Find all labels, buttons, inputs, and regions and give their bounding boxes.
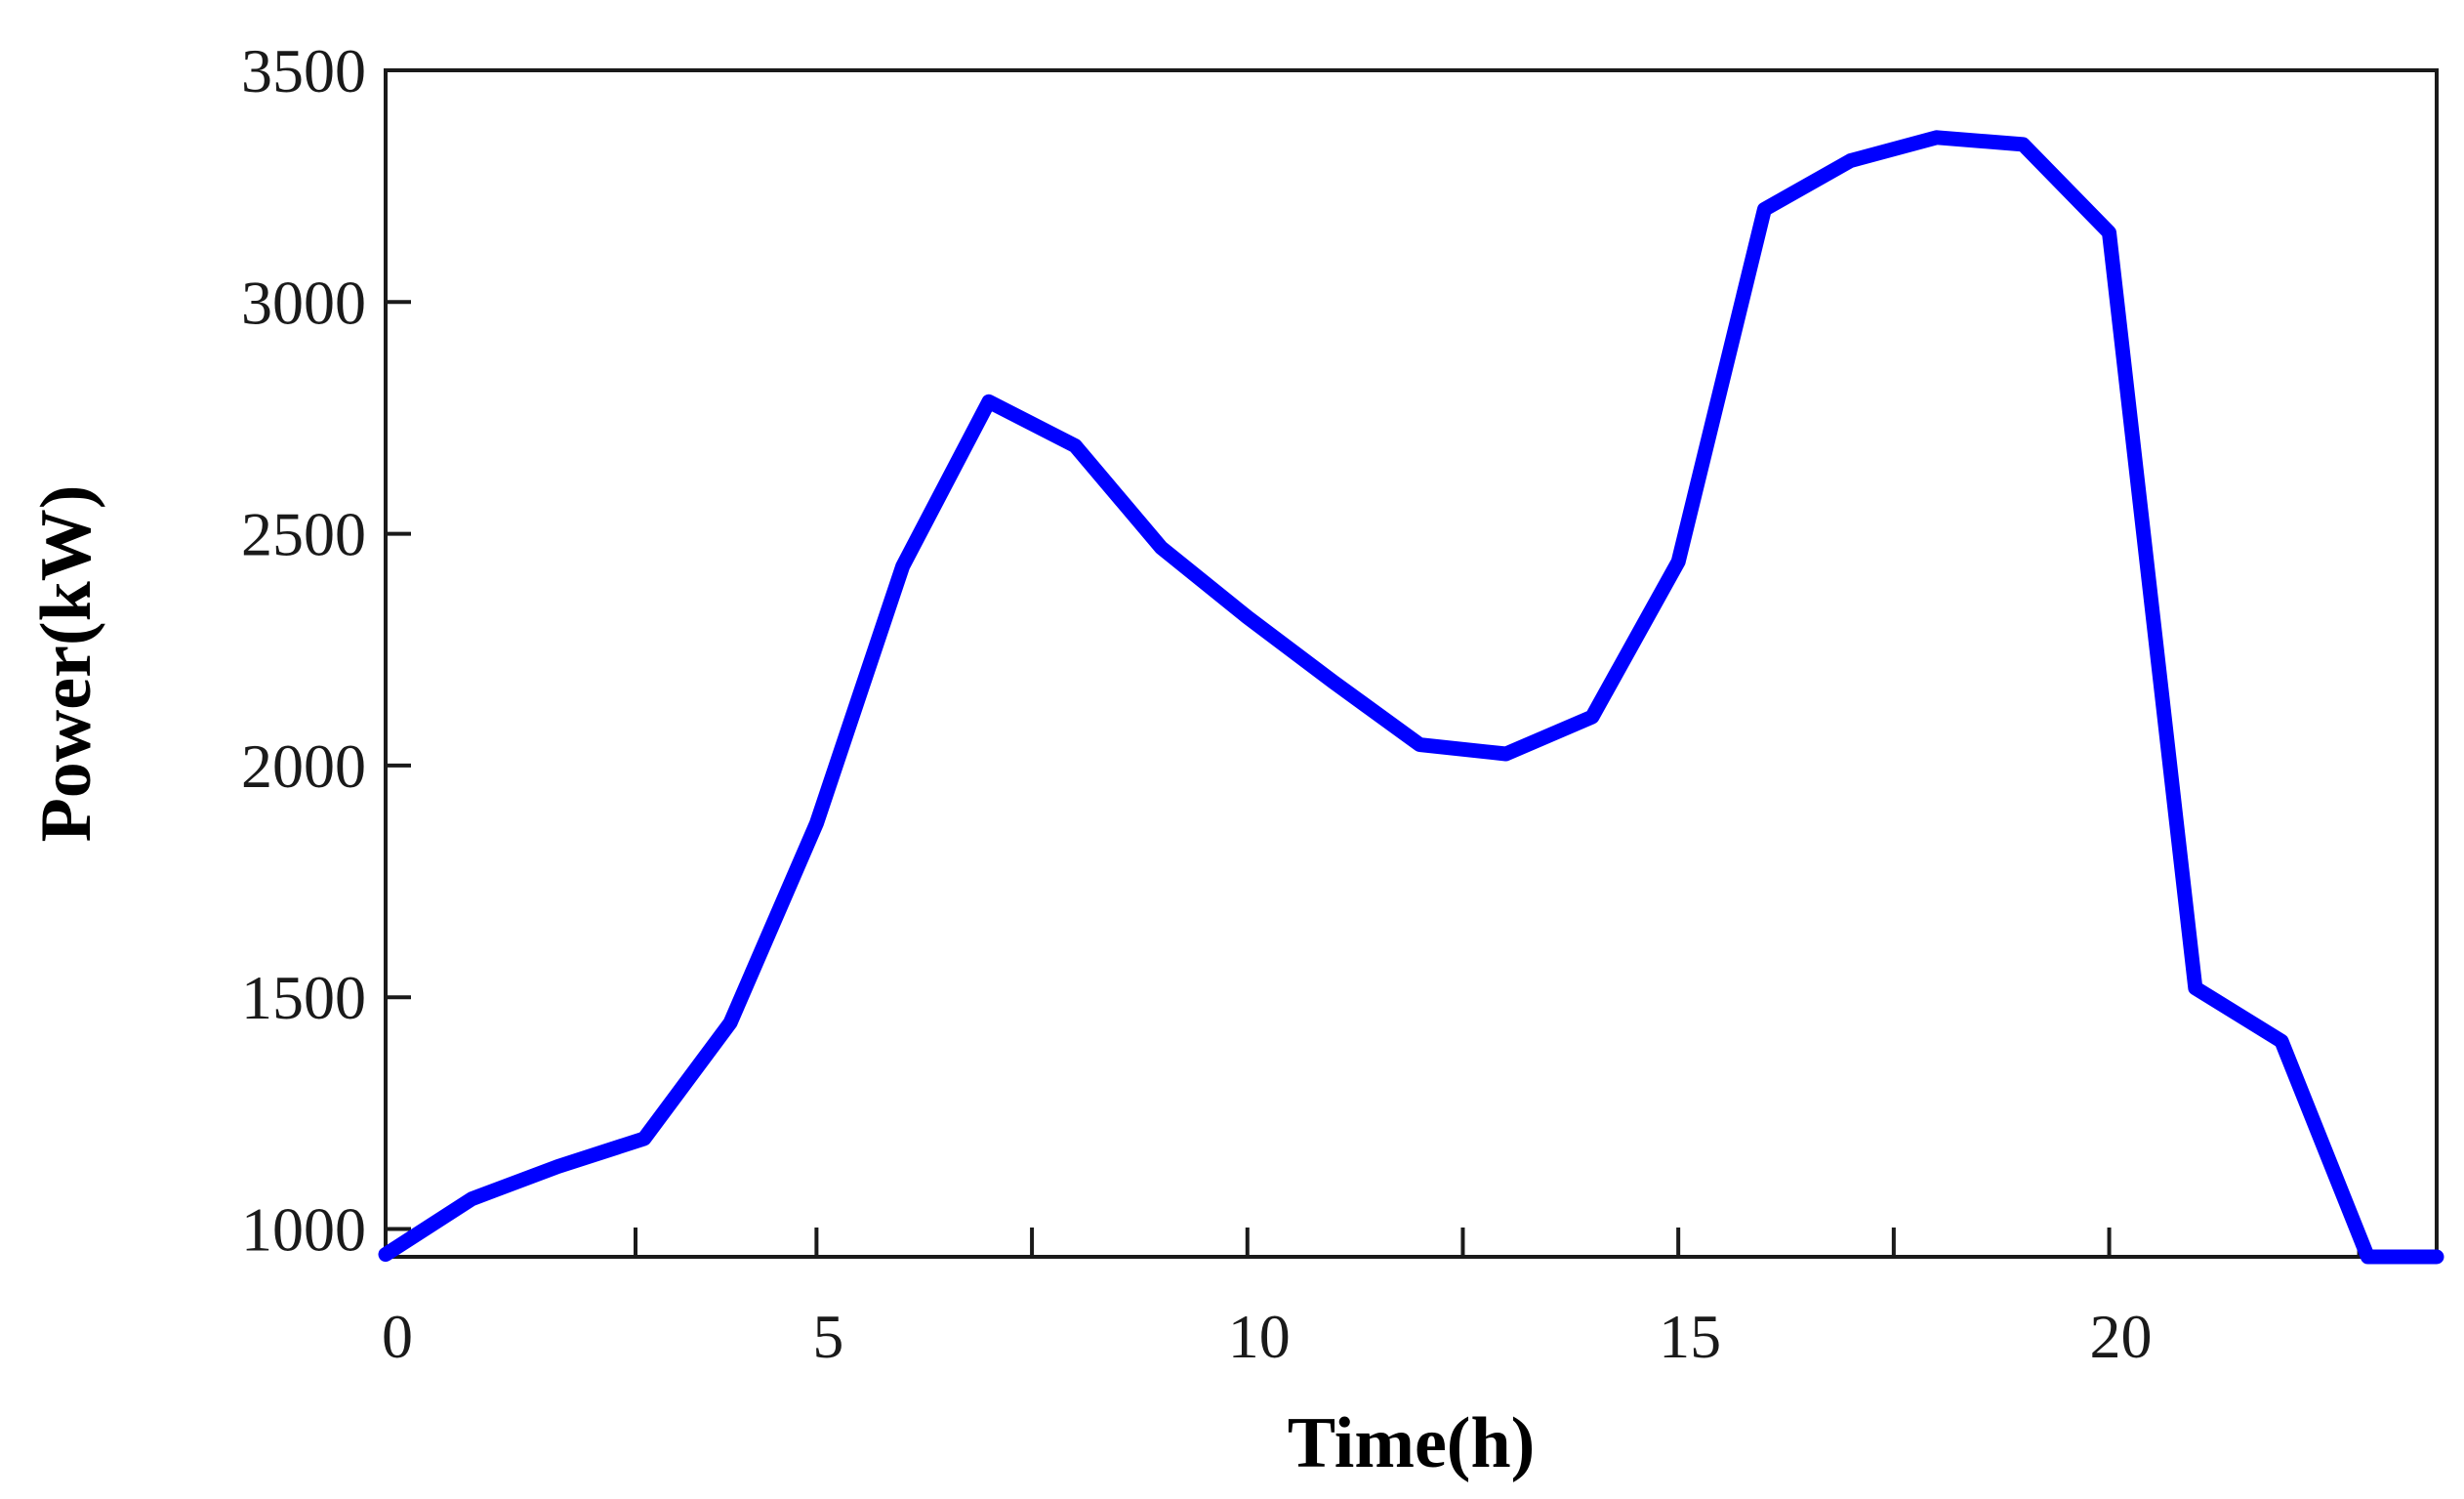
data-point [1929,130,1944,145]
y-axis: 1000 1500 2000 2500 3000 3500 [241,36,411,1265]
data-point [2188,980,2202,995]
data-point [2275,1034,2289,1049]
data-point [637,1131,651,1145]
data-point [1757,202,1772,217]
data-point [723,1016,738,1030]
y-tick-label: 1000 [241,1195,366,1265]
data-point [465,1191,479,1206]
data-point [1499,747,1513,762]
y-tick-label: 3500 [241,36,366,105]
data-point [1584,710,1599,725]
data-point [1843,153,1858,168]
data-point [379,1247,392,1262]
data-point [1068,438,1083,453]
data-point [1671,555,1686,569]
x-tick-label: 0 [382,1302,413,1371]
data-point [2430,1250,2443,1264]
y-tick-label: 2500 [241,500,366,569]
data-point [1327,675,1341,689]
data-point [809,816,824,831]
y-tick-label: 2000 [241,731,366,801]
data-point [2102,226,2116,240]
data-point [2016,137,2031,151]
data-point [1240,610,1254,625]
x-axis-title: Time(h) [1288,1403,1536,1483]
plot-area-border [384,68,2439,1259]
data-point [1154,540,1169,555]
x-tick-label: 10 [1228,1302,1291,1371]
series-line [378,130,2444,1265]
y-tick-label: 1500 [241,963,366,1032]
data-point [981,395,996,409]
x-axis: 0 5 10 15 20 [382,1228,2361,1371]
x-tick-label: 5 [812,1302,843,1371]
data-point [895,559,910,573]
x-tick-label: 15 [1659,1302,1721,1371]
series [378,130,2444,1265]
x-tick-label: 20 [2090,1302,2153,1371]
y-axis-title: Power(kW) [26,485,106,843]
data-point [551,1159,565,1174]
plot-frame [384,68,2439,1259]
y-tick-label: 3000 [241,268,366,337]
data-point [2361,1250,2375,1264]
data-point [1413,737,1427,752]
